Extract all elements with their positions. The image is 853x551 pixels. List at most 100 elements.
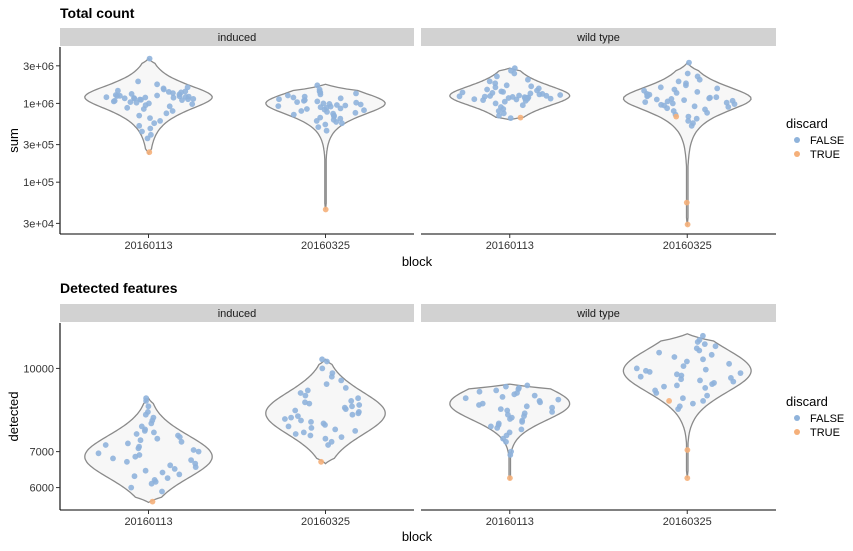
point-false [352,109,359,116]
point-false [295,413,301,419]
point-false [114,93,120,99]
point-false [171,466,178,472]
point-true [684,447,691,453]
point-false [674,382,680,389]
point-false [656,349,662,356]
point-false [700,356,706,363]
point-false [456,93,463,100]
x-tick-label: 20160325 [663,240,712,252]
point-false [304,106,310,112]
point-false [680,395,686,402]
point-false [528,83,535,90]
point-false [157,118,164,124]
y-tick-label: 3e+05 [23,140,54,152]
point-false [549,409,555,415]
point-false [110,98,117,105]
point-false [701,341,708,347]
point-false [664,98,671,105]
legend: discard FALSE TRUE [786,116,844,161]
point-false [95,450,102,457]
point-false [297,390,304,396]
point-false [170,90,176,96]
facet-strip [421,304,776,322]
facet-label: wild type [576,308,620,320]
point-false [127,99,134,105]
legend-label: TRUE [810,427,840,439]
point-false [154,435,161,442]
point-false [121,95,128,102]
point-false [349,403,355,410]
point-false [712,343,719,350]
point-false [713,94,720,101]
point-false [500,110,507,117]
point-false [323,381,330,387]
point-false [690,400,696,407]
point-false [313,118,320,124]
point-false [308,419,314,425]
point-false [494,73,500,80]
facet-strip [60,28,414,46]
point-false [507,115,514,121]
point-false [322,422,328,428]
x-tick-label: 20160325 [663,516,712,528]
point-false [342,406,349,412]
point-false [302,392,309,399]
point-false [110,455,116,462]
point-false [178,438,185,445]
point-false [501,98,508,105]
legend-label: FALSE [810,413,844,425]
point-false [142,467,149,474]
point-false [143,398,150,404]
point-false [671,354,678,360]
point-false [503,383,509,390]
point-false [190,447,197,453]
x-tick-label: 20160113 [486,516,534,528]
y-tick-label: 1e+05 [23,177,54,189]
point-false [324,109,330,115]
point-false [507,416,513,422]
legend-swatch [794,415,800,421]
point-false [646,369,653,375]
point-false [680,363,687,369]
facet-strip [60,304,414,322]
point-true [149,498,156,505]
point-false [135,445,142,452]
y-axis-title: sum [6,128,21,153]
point-false [730,378,737,385]
point-false [653,96,660,103]
facet-label: induced [218,308,257,320]
x-tick-label: 20160325 [301,240,350,252]
point-true [666,398,672,404]
point-false [292,407,299,414]
point-false [176,471,183,478]
legend: discard FALSE TRUE [786,394,844,439]
point-false [337,105,344,112]
legend-swatch [794,429,800,435]
point-false [497,406,504,412]
point-true [684,475,691,481]
point-false [159,488,165,495]
point-false [142,411,149,418]
point-false [669,100,676,107]
point-false [642,99,649,105]
point-false [147,115,153,121]
point-false [675,78,682,85]
x-tick-label: 20160113 [124,516,172,528]
point-false [190,96,197,102]
point-false [511,391,518,398]
point-false [355,395,361,402]
chart-title: Detected features [60,280,178,296]
point-false [543,92,550,99]
point-false [537,399,543,406]
point-false [304,387,311,394]
legend-label: TRUE [810,149,840,161]
point-false [164,475,171,481]
point-false [342,385,349,391]
point-false [292,431,299,437]
point-false [693,115,700,122]
point-false [352,428,359,434]
point-false [154,92,161,99]
point-false [290,94,297,101]
point-false [361,107,367,114]
violin [622,333,752,479]
